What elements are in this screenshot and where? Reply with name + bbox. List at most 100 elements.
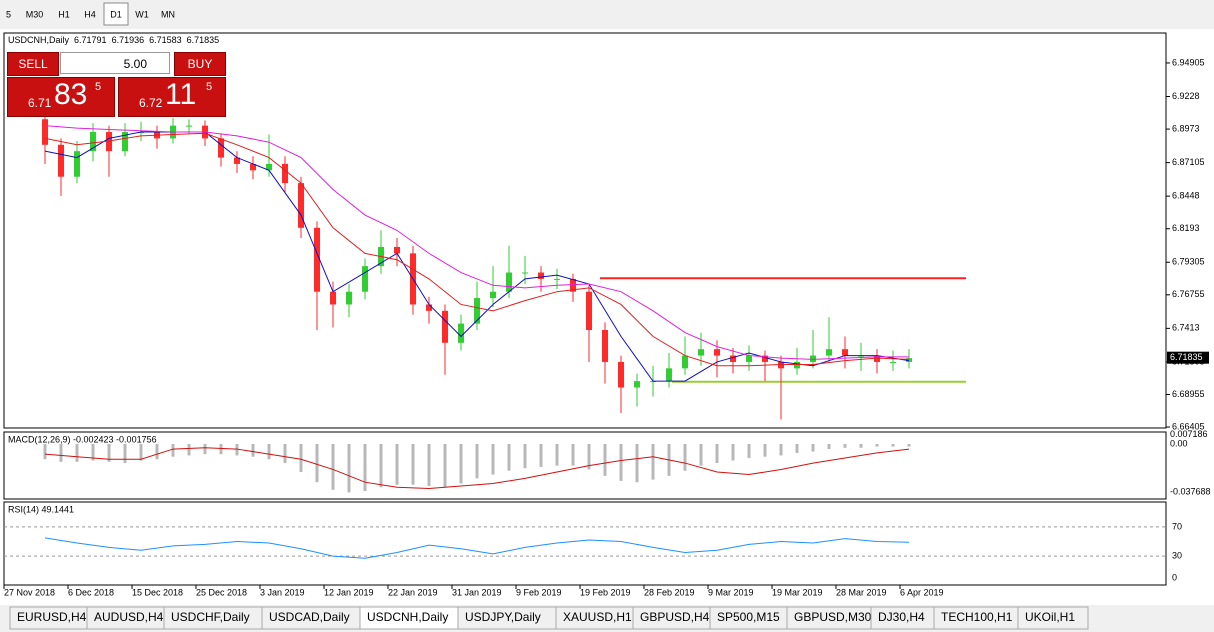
candle-body — [586, 291, 592, 331]
date-label: 28 Feb 2019 — [644, 587, 695, 597]
timeframe-button[interactable] — [0, 3, 17, 25]
date-label: 27 Nov 2018 — [4, 587, 55, 597]
timeframe-button[interactable] — [130, 3, 154, 25]
price-label: 6.79305 — [1172, 257, 1205, 267]
candle-body — [714, 349, 720, 356]
macd-bar — [107, 443, 111, 462]
candle-body — [746, 355, 752, 362]
header-field: 6.71583 — [149, 35, 182, 45]
macd-bar — [43, 443, 47, 460]
macd-bar — [283, 443, 287, 464]
tab-label: AUDUSD,H4 — [94, 610, 164, 624]
symbol-tab[interactable] — [1017, 606, 1089, 630]
macd-bar — [571, 443, 575, 466]
candle-body — [282, 163, 288, 184]
date-label: 9 Mar 2019 — [708, 587, 754, 597]
macd-bar — [459, 443, 463, 484]
candle-body — [618, 361, 624, 388]
rsi-tick-label: 30 — [1172, 550, 1182, 560]
candle-body — [842, 349, 848, 356]
ask-price[interactable]: 6.72 11 5 — [118, 77, 226, 117]
timeframe-button[interactable] — [19, 3, 50, 25]
macd-bar — [187, 443, 191, 456]
tab-label: USDCAD,Daily — [269, 610, 350, 624]
timeframe-button[interactable] — [78, 3, 102, 25]
candle-body — [682, 355, 688, 369]
tab-label: XAUUSD,H1 — [563, 610, 632, 624]
date-label: 31 Jan 2019 — [452, 587, 502, 597]
macd-bar — [683, 443, 687, 471]
tab-label: UKOil,H1 — [1025, 610, 1075, 624]
price-label: 6.9228 — [1172, 91, 1200, 101]
macd-bar — [507, 443, 511, 471]
rsi-label: RSI(14) 49.1441 — [8, 504, 74, 514]
macd-bar — [203, 443, 207, 455]
price-prefix: 6.72 — [139, 96, 163, 110]
timeframe-button[interactable] — [156, 3, 180, 25]
candle-body — [346, 291, 352, 305]
macd-label: MACD(12,26,9) -0.002423 -0.001756 — [8, 434, 157, 444]
date-label: 19 Mar 2019 — [772, 587, 823, 597]
tab-label: GBPUSD,M30 — [794, 610, 872, 624]
candle-body — [106, 132, 112, 152]
candle-body — [58, 144, 64, 177]
macd-tick-label: -0.037688 — [1170, 486, 1211, 496]
candle-body — [602, 330, 608, 362]
price-prefix: 6.71 — [28, 96, 52, 110]
macd-bar — [635, 443, 639, 483]
macd-bar — [91, 443, 95, 461]
timeframe-button[interactable] — [103, 2, 129, 26]
tab-label: USDJPY,Daily — [465, 610, 541, 624]
candle-body — [122, 132, 128, 152]
tab-label: TECH100,H1 — [941, 610, 1013, 624]
header-field: 6.71936 — [112, 35, 145, 45]
price-pips: 83 — [54, 78, 88, 111]
date-label: 22 Jan 2019 — [388, 587, 438, 597]
macd-bar — [763, 443, 767, 457]
lot-input[interactable]: 5.00 — [60, 52, 170, 74]
candle-body — [186, 125, 192, 127]
sell-button[interactable]: SELL — [7, 52, 59, 76]
candle-body — [330, 291, 336, 305]
candle-body — [42, 119, 48, 145]
date-label: 12 Jan 2019 — [324, 587, 374, 597]
tab-label: USDCNH,Daily — [367, 610, 448, 624]
candle-body — [266, 163, 272, 171]
macd-bar — [587, 443, 591, 470]
buy-button[interactable]: BUY — [174, 52, 226, 76]
macd-bar — [651, 443, 655, 480]
macd-bar — [75, 443, 79, 462]
candle-body — [666, 368, 672, 382]
candle-body — [570, 278, 576, 292]
header-field: 6.71835 — [187, 35, 220, 45]
candle-body — [74, 151, 80, 177]
price-label: 6.94905 — [1172, 57, 1205, 67]
macd-bar — [619, 443, 623, 481]
date-label: 28 Mar 2019 — [836, 587, 887, 597]
candle-body — [538, 272, 544, 279]
macd-bar — [843, 443, 847, 448]
candle-body — [458, 323, 464, 343]
bid-price[interactable]: 6.71 83 5 — [7, 77, 115, 117]
price-label: 6.8193 — [1172, 223, 1200, 233]
candle-body — [794, 361, 800, 369]
macd-bar — [315, 443, 319, 483]
candle-body — [890, 361, 896, 363]
price-fraction: 5 — [95, 81, 102, 93]
candle-body — [490, 291, 496, 299]
macd-bar — [699, 443, 703, 466]
macd-bar — [347, 443, 351, 493]
macd-bar — [891, 443, 895, 447]
candle-body — [906, 358, 912, 362]
macd-bar — [827, 443, 831, 450]
date-label: 19 Feb 2019 — [580, 587, 631, 597]
timeframe-label: H1 — [58, 9, 70, 19]
candle-body — [234, 157, 240, 164]
candle-body — [730, 355, 736, 362]
candle-body — [698, 349, 704, 356]
macd-bar — [859, 443, 863, 448]
price-pips: 11 — [165, 78, 197, 111]
candle-body — [442, 310, 448, 343]
timeframe-button[interactable] — [52, 3, 76, 25]
candle-body — [522, 272, 528, 274]
